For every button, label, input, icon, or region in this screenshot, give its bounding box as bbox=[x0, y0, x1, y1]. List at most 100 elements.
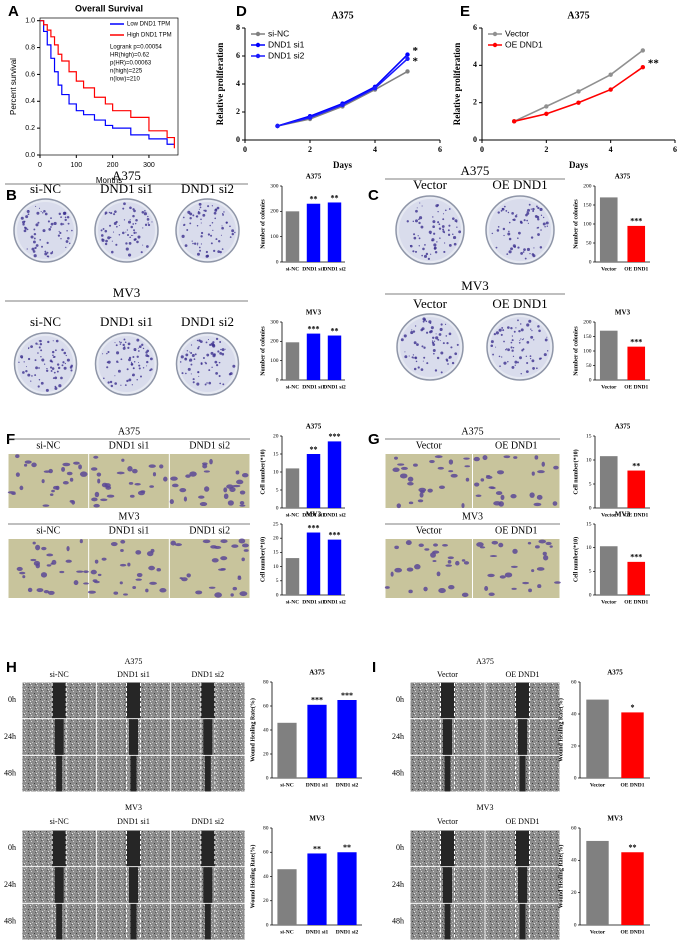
cell bbox=[534, 455, 539, 460]
colony bbox=[417, 235, 419, 237]
cell bbox=[504, 572, 513, 578]
cell bbox=[427, 488, 433, 493]
wound-gap bbox=[52, 830, 67, 867]
colony bbox=[191, 240, 193, 242]
chart-title: A375 bbox=[309, 669, 325, 677]
legend-label: DND1 si1 bbox=[268, 39, 305, 49]
colony bbox=[197, 347, 200, 350]
cell bbox=[145, 588, 149, 593]
colony bbox=[59, 231, 62, 235]
colony bbox=[111, 250, 114, 254]
colony bbox=[413, 233, 416, 236]
cell bbox=[123, 593, 128, 596]
y-tick-label: 20 bbox=[263, 751, 269, 757]
x-tick-label: DND1 si1 bbox=[302, 384, 325, 390]
significance: *** bbox=[308, 324, 320, 333]
cell bbox=[476, 542, 484, 547]
colony bbox=[442, 213, 445, 215]
colony bbox=[500, 209, 503, 212]
wound-gap bbox=[515, 682, 530, 719]
colony bbox=[421, 205, 423, 207]
colony bbox=[146, 365, 148, 367]
colony bbox=[511, 339, 514, 342]
colony bbox=[529, 358, 532, 360]
colony bbox=[65, 354, 67, 357]
cell bbox=[408, 501, 414, 505]
colony bbox=[500, 333, 503, 336]
colony bbox=[204, 209, 207, 213]
y-axis-label: Relative proliferation bbox=[452, 43, 462, 126]
bar bbox=[277, 869, 297, 925]
colony bbox=[537, 226, 540, 229]
colony bbox=[147, 223, 151, 227]
cell bbox=[241, 543, 249, 548]
colony bbox=[202, 213, 206, 217]
cell bbox=[32, 541, 36, 545]
time-label: 0h bbox=[396, 695, 404, 704]
cell bbox=[46, 564, 52, 567]
colony bbox=[430, 253, 432, 255]
colony bbox=[133, 209, 136, 213]
colony bbox=[196, 244, 199, 246]
cell bbox=[432, 559, 437, 563]
cell bbox=[83, 582, 89, 585]
bar bbox=[327, 441, 342, 508]
column-label: DND1 si1 bbox=[117, 817, 150, 826]
colony bbox=[215, 337, 219, 341]
colony bbox=[231, 232, 235, 236]
cell bbox=[542, 551, 547, 556]
colony bbox=[433, 243, 437, 247]
y-axis-label: Wound Healing Rate(%) bbox=[557, 698, 564, 762]
cell bbox=[23, 463, 28, 467]
significance: *** bbox=[630, 217, 642, 226]
cell bbox=[241, 557, 245, 562]
cell bbox=[498, 542, 504, 548]
cell bbox=[510, 565, 518, 568]
colony bbox=[186, 229, 189, 231]
colony bbox=[61, 364, 64, 367]
colony bbox=[71, 229, 73, 232]
cell bbox=[59, 570, 65, 574]
x-tick-label: 100 bbox=[70, 162, 82, 169]
legend-label: Low DND1 TPM bbox=[127, 22, 170, 28]
y-tick-label: 100 bbox=[583, 348, 592, 354]
wound-gap bbox=[440, 682, 455, 719]
cell bbox=[485, 475, 493, 479]
colony bbox=[124, 341, 127, 344]
colony bbox=[435, 333, 437, 335]
bar bbox=[306, 333, 321, 380]
y-tick-label: 0 bbox=[266, 922, 269, 928]
cell bbox=[480, 478, 485, 482]
colony bbox=[422, 360, 424, 362]
cell bbox=[79, 471, 88, 477]
cell bbox=[484, 585, 489, 592]
cell bbox=[16, 566, 23, 571]
panel-letter: A bbox=[8, 3, 19, 20]
cell bbox=[545, 541, 552, 546]
colony bbox=[132, 235, 134, 237]
data-point bbox=[576, 89, 581, 94]
colony bbox=[219, 382, 222, 385]
cell bbox=[413, 463, 418, 467]
wound-gap bbox=[440, 830, 455, 867]
colony bbox=[102, 353, 104, 355]
legend-marker bbox=[255, 42, 261, 48]
colony bbox=[142, 227, 144, 229]
colony bbox=[416, 207, 418, 209]
colony bbox=[495, 246, 498, 249]
significance: *** bbox=[311, 696, 323, 705]
colony bbox=[503, 205, 506, 208]
cell bbox=[94, 559, 99, 564]
colony bbox=[64, 362, 66, 365]
colony bbox=[523, 219, 526, 222]
colony bbox=[430, 233, 432, 235]
colony bbox=[195, 215, 199, 218]
colony bbox=[447, 229, 450, 232]
colony bbox=[406, 220, 409, 223]
x-tick-label: DND1 si1 bbox=[302, 266, 325, 272]
colony bbox=[127, 220, 132, 224]
colony bbox=[54, 386, 58, 390]
colony bbox=[498, 328, 502, 332]
panel-letter: F bbox=[6, 431, 15, 448]
colony bbox=[48, 228, 52, 231]
